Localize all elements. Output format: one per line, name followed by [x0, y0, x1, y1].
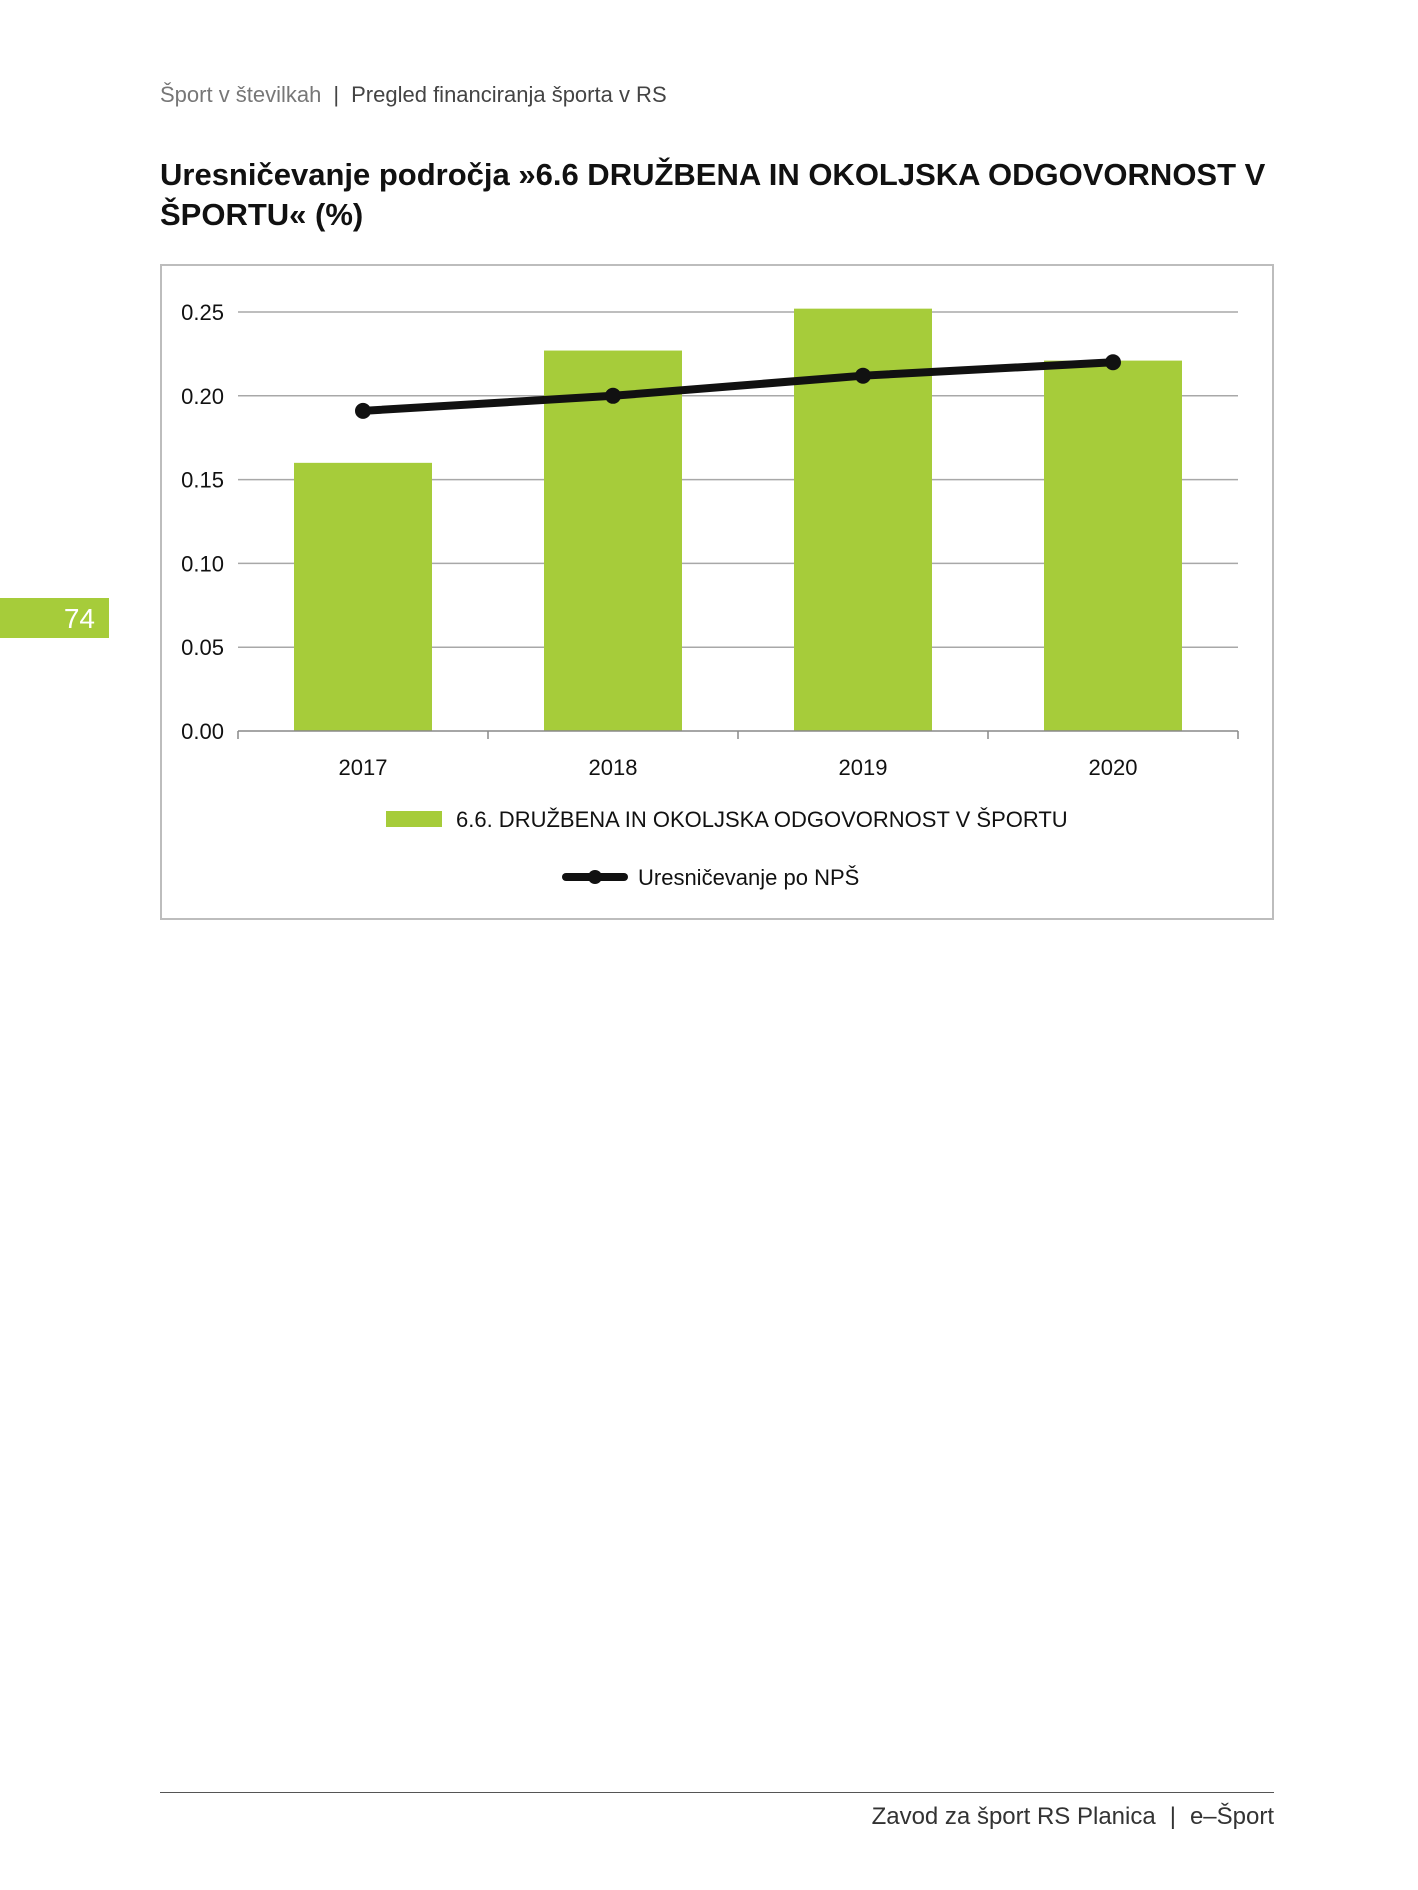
- line-point: [355, 402, 371, 419]
- legend-label-bar: 6.6. DRUŽBENA IN OKOLJSKA ODGOVORNOST V …: [456, 807, 1068, 832]
- y-tick-label: 0.00: [181, 719, 224, 744]
- legend-label-line: Uresničevanje po NPŠ: [638, 865, 859, 890]
- footer-publisher: Zavod za šport RS Planica: [871, 1803, 1156, 1830]
- page-number: 74: [0, 598, 109, 638]
- page-footer: Zavod za šport RS Planica | e–Šport: [872, 1803, 1274, 1831]
- y-tick-label: 0.10: [181, 551, 224, 576]
- y-tick-label: 0.20: [181, 384, 224, 409]
- bar: [294, 462, 432, 731]
- footer-product: e–Šport: [1189, 1803, 1274, 1830]
- header-separator: |: [333, 82, 340, 107]
- line-point: [1105, 354, 1121, 371]
- x-tick-label: 2020: [1089, 755, 1138, 780]
- running-header: Šport v številkah | Pregled financiranja š…: [160, 82, 667, 108]
- line-point: [855, 367, 871, 384]
- x-tick-label: 2018: [589, 755, 638, 780]
- footer-divider: [160, 1792, 1274, 1793]
- x-tick-label: 2019: [839, 755, 888, 780]
- chart-title: Uresničevanje področja »6.6 DRUŽBENA IN …: [160, 157, 1266, 232]
- bar: [544, 350, 682, 731]
- x-tick-label: 2017: [339, 755, 388, 780]
- footer-separator: |: [1169, 1803, 1176, 1830]
- y-tick-label: 0.05: [181, 635, 224, 660]
- legend-swatch-marker: [588, 870, 602, 884]
- y-tick-label: 0.25: [181, 300, 224, 325]
- legend-swatch-bar: [386, 811, 442, 827]
- line-point: [605, 387, 621, 404]
- chart-svg: 0.00 0.05 0.10 0.15 0.20 0.25 2017 2018 2019 2020…: [181, 300, 1239, 890]
- chart-container: 0.00 0.05 0.10 0.15 0.20 0.25 2017 2018 2019 2020…: [160, 264, 1274, 920]
- header-subsection: Pregled financiranja športa v RS: [351, 82, 667, 107]
- header-section: Šport v številkah: [160, 82, 322, 107]
- y-tick-label: 0.15: [181, 468, 224, 493]
- series-line: [362, 358, 1114, 415]
- bar: [1044, 360, 1182, 731]
